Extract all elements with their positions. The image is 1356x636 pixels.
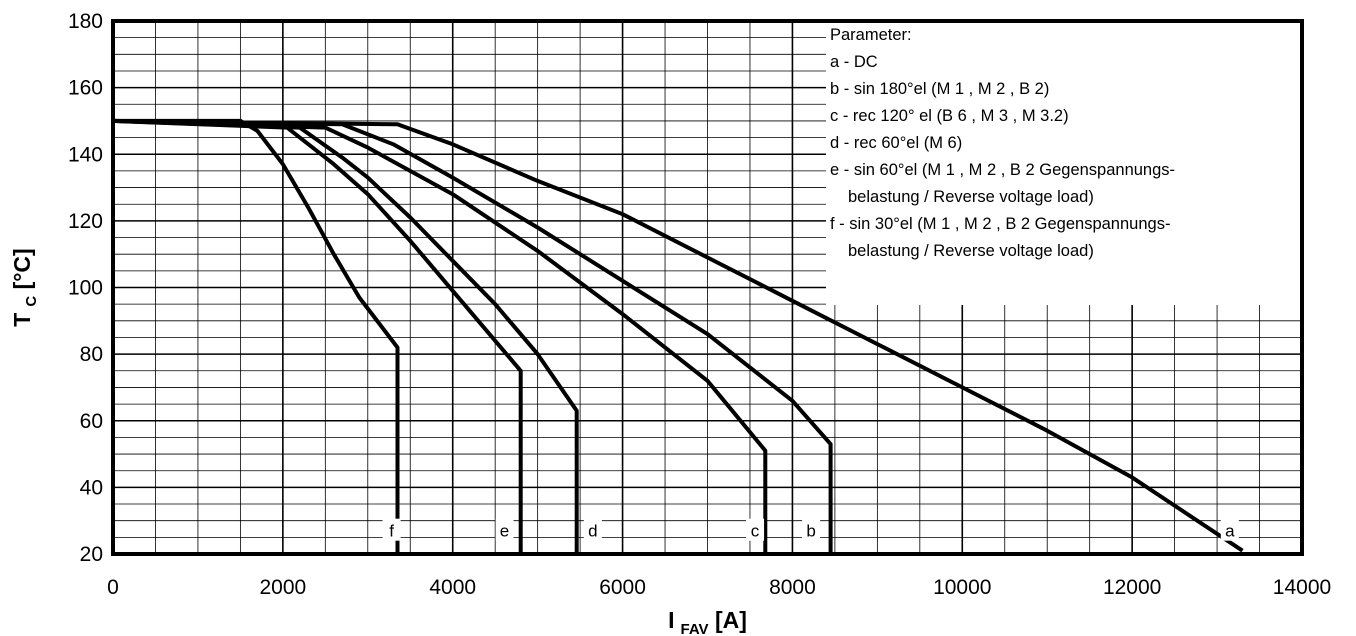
y-tick-label: 20 — [80, 543, 103, 566]
y-tick-label: 160 — [68, 77, 103, 100]
y-tick-label: 80 — [80, 343, 103, 366]
series-line-c — [112, 118, 768, 554]
x-tick-label: 4000 — [429, 576, 476, 599]
curve-label-f: f — [389, 522, 394, 541]
plot-frame — [111, 19, 1304, 556]
curve-labels: a b c d e f — [382, 518, 1239, 541]
y-tick-label: 100 — [68, 277, 103, 300]
y-axis-title-unit: [°C] — [9, 248, 35, 296]
y-tick-label: 60 — [80, 410, 103, 433]
legend-entry: a - DC — [830, 53, 878, 71]
y-tick-labels: 20 40 60 80 100 120 140 160 180 — [68, 10, 103, 566]
y-tick-label: 120 — [68, 210, 103, 233]
series-line-b — [112, 118, 833, 554]
legend-entry: b - sin 180°el (M 1 , M 2 , B 2) — [830, 80, 1049, 98]
x-tick-label: 0 — [107, 576, 119, 599]
x-axis-title: I FAV [A] — [668, 607, 747, 636]
legend-entry: belastung / Reverse voltage load) — [848, 188, 1094, 206]
series-line-f — [113, 118, 400, 554]
legend-background — [826, 23, 1300, 305]
legend-entry: belastung / Reverse voltage load) — [848, 242, 1094, 260]
y-tick-label: 140 — [68, 143, 103, 166]
x-tick-label: 6000 — [599, 576, 646, 599]
legend-entry: c - rec 120° el (B 6 , M 3 , M 3.2) — [830, 107, 1069, 125]
x-tick-labels: 0 2000 4000 6000 8000 10000 12000 14000 — [107, 576, 1331, 599]
legend: Parameter: a - DC b - sin 180°el (M 1 , M … — [826, 23, 1300, 305]
curve-label-box — [495, 518, 514, 541]
series-line-a — [112, 118, 1244, 553]
x-axis-title-main: I — [668, 607, 674, 633]
series-line-d — [112, 118, 579, 554]
curve-label-box — [583, 518, 602, 541]
y-axis-title-sub: C — [23, 296, 40, 307]
y-axis-title: TC [°C] — [9, 248, 40, 326]
y-tick-label: 40 — [80, 476, 103, 499]
x-axis-title-sub: FAV — [681, 621, 709, 636]
curve-label-d: d — [588, 522, 597, 541]
curve-label-a: a — [1225, 522, 1235, 541]
curve-label-box — [382, 518, 401, 541]
legend-entry: d - rec 60°el (M 6) — [830, 134, 962, 152]
curve-label-c: c — [751, 522, 760, 541]
curve-label-b: b — [806, 522, 815, 541]
legend-entry: e - sin 60°el (M 1 , M 2 , B 2 Gegenspan… — [830, 161, 1175, 179]
x-tick-label: 8000 — [769, 576, 816, 599]
curve-label-box — [746, 518, 765, 541]
curve-label-box — [802, 518, 821, 541]
x-tick-label: 14000 — [1273, 576, 1331, 599]
legend-entry: f - sin 30°el (M 1 , M 2 , B 2 Gegenspan… — [830, 215, 1170, 233]
series-layer — [112, 118, 1244, 554]
x-axis-title-unit: [A] — [709, 607, 747, 633]
x-tick-label: 10000 — [933, 576, 991, 599]
x-tick-label: 12000 — [1103, 576, 1161, 599]
y-axis-title-main: T — [9, 313, 35, 327]
x-tick-label: 2000 — [259, 576, 306, 599]
legend-entry: Parameter: — [830, 26, 912, 44]
y-tick-label: 180 — [68, 10, 103, 33]
curve-label-box — [1220, 518, 1239, 541]
curve-label-e: e — [500, 522, 509, 541]
series-line-e — [112, 118, 523, 554]
